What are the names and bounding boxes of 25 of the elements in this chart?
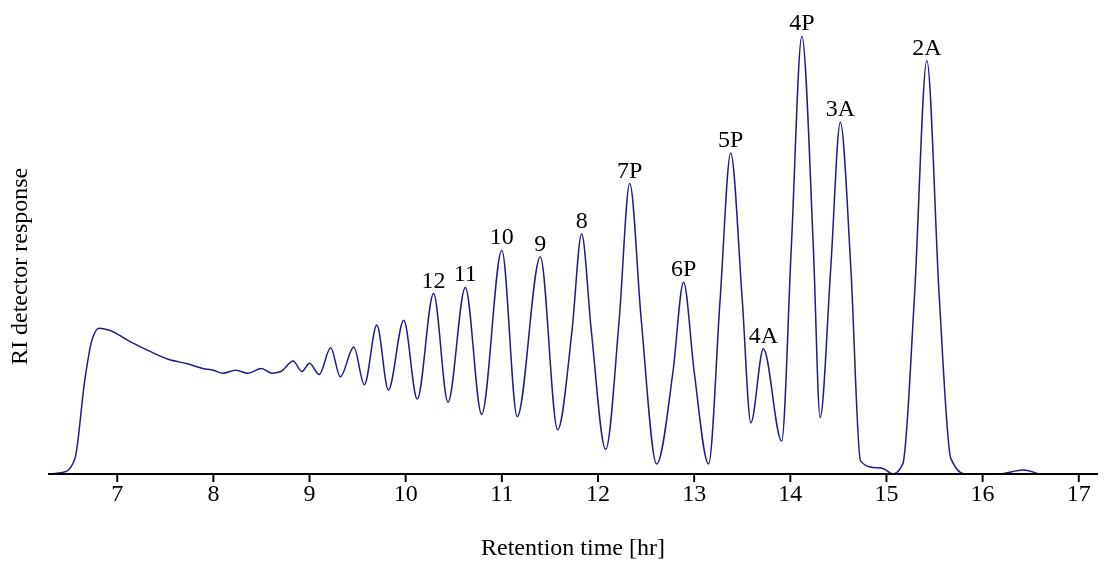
annotation: 7P	[617, 156, 643, 183]
annotation: 6P	[670, 255, 697, 282]
x-tick-label: 10	[393, 480, 418, 507]
annotation: 4P	[789, 9, 815, 35]
x-tick-label: 13	[682, 480, 707, 507]
x-axis-title: Retention time [hr]	[481, 534, 665, 561]
annotation: 10	[489, 223, 514, 250]
annotation: 4A	[748, 321, 779, 348]
x-tick-label: 15	[874, 480, 899, 507]
x-tick-label: 9	[303, 480, 316, 507]
x-tick-label: 8	[207, 480, 220, 507]
y-axis-title: RI detector response	[5, 167, 32, 365]
annotation: 8	[575, 206, 588, 233]
x-tick-label: 16	[970, 480, 995, 507]
x-tick-label: 7	[111, 480, 124, 507]
annotation: 5P	[718, 125, 744, 152]
x-tick-label: 11	[490, 480, 514, 507]
x-tick-label: 17	[1066, 480, 1091, 507]
annotation: 12	[421, 266, 446, 293]
annotation: 3A	[825, 95, 856, 122]
x-tick-label: 12	[586, 480, 610, 507]
x-tick-label: 14	[778, 480, 803, 507]
annotation: 11	[453, 260, 477, 287]
annotation: 2A	[912, 33, 943, 60]
annotation: 9	[534, 229, 547, 256]
